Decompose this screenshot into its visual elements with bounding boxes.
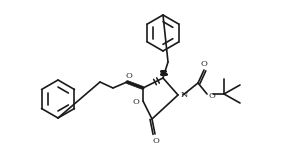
Text: N: N: [180, 91, 188, 99]
Text: O: O: [209, 92, 215, 100]
Text: O: O: [133, 98, 139, 106]
Text: O: O: [201, 60, 207, 68]
Text: O: O: [126, 72, 133, 80]
Text: O: O: [152, 137, 159, 145]
